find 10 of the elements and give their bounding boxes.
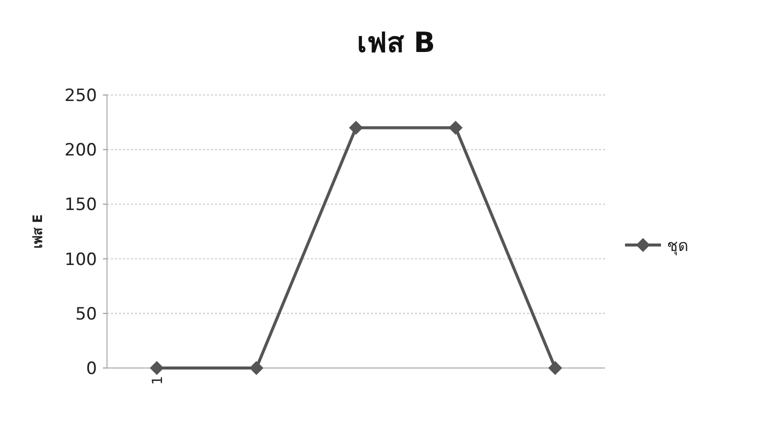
x-tick-label: 1 xyxy=(150,376,166,385)
y-tick-label: 150 xyxy=(64,195,97,216)
y-tick-label: 0 xyxy=(86,359,97,379)
chart-title: เฟส B xyxy=(356,26,436,59)
y-tick-label: 100 xyxy=(64,250,97,270)
y-tick-label: 250 xyxy=(64,86,97,106)
y-tick-label: 200 xyxy=(64,140,97,161)
y-tick-label: 50 xyxy=(75,304,97,324)
legend-label: ชุด xyxy=(667,236,688,256)
y-axis-title: เฟส E xyxy=(31,214,46,249)
